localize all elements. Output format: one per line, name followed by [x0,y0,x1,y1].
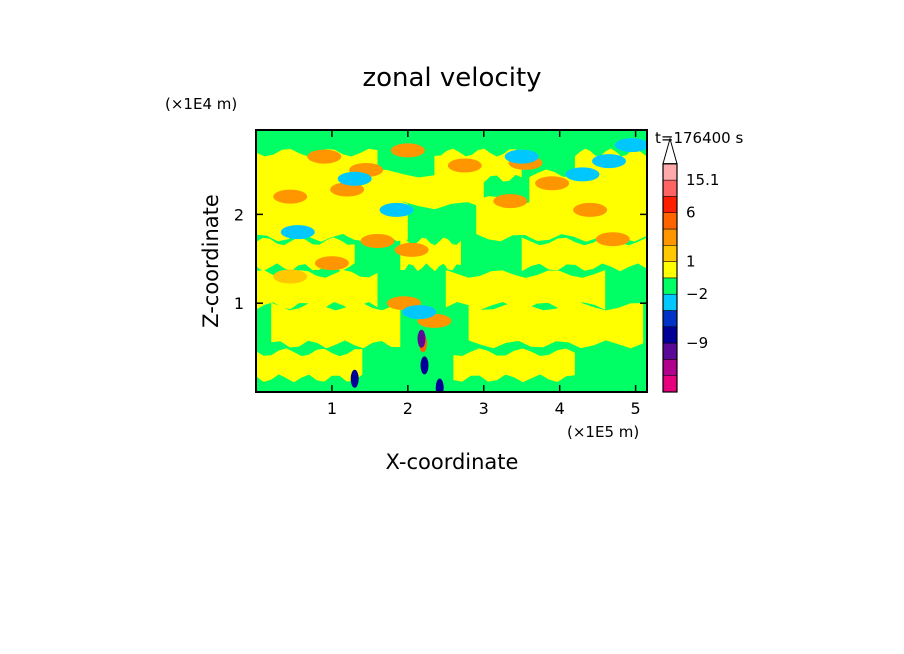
colorbar-label: 6 [686,204,696,222]
contour-feature [565,167,600,182]
contour-feature [573,202,608,217]
contour-feature [360,234,395,248]
x-axis-ticks: 1 2 3 4 5 [327,130,641,418]
chart-title: zonal velocity [362,63,541,93]
colorbar-level [662,163,678,181]
colorbar-level [662,245,678,262]
contour-feature [420,356,429,375]
time-annotation: t=176400 s [655,129,743,147]
contour-band [256,348,363,383]
contour-feature [592,154,626,169]
colorbar-label: 1 [686,253,696,271]
y-unit-label: (×1E4 m) [165,95,237,113]
contour-feature [314,256,349,271]
colorbar-level [662,342,678,360]
x-tick-label: 2 [403,399,413,418]
colorbar-level [662,196,678,213]
colorbar-level [662,179,678,197]
colorbar-level [662,310,678,328]
contour-feature [493,194,528,209]
contour-feature [379,202,414,217]
y-tick-label: 2 [234,205,244,224]
contour-band [256,169,484,210]
contour-feature [394,242,429,257]
contour-feature [504,149,539,164]
contour-feature [435,378,444,392]
contour-feature [273,189,308,204]
colorbar-label: 15.1 [686,171,719,189]
colorbar-level [662,228,678,246]
x-tick-label: 1 [327,399,337,418]
colorbar-label: −2 [686,285,708,303]
contour-feature [337,171,372,186]
x-axis-label: X-coordinate [386,450,519,474]
y-axis-label: Z-coordinate [199,194,223,328]
colorbar-frame [662,163,678,393]
y-tick-label: 1 [234,294,244,313]
colorbar-level [662,375,678,393]
contour-feature [390,143,425,158]
contour-feature [402,305,437,320]
x-unit-label: (×1E5 m) [567,423,639,441]
contour-feature-layer [273,138,647,392]
contour-feature [417,329,426,348]
colorbar-level [662,261,678,279]
contour-band [468,302,644,349]
plot-area [256,130,647,392]
plot-frame [255,129,648,393]
colorbar-level [662,212,678,230]
y-axis-ticks: 12 [234,205,647,313]
colorbar-level [662,293,678,311]
colorbar: 15.1 6 1 −2 −9 [662,136,719,393]
contour-feature [307,149,342,164]
contour-feature [447,158,482,173]
contour-band [271,302,401,349]
x-tick-label: 4 [555,399,565,418]
colorbar-level [662,326,678,344]
colorbar-level [662,277,678,295]
contour-feature [595,232,630,247]
contour-band [445,270,606,310]
contour-feature [350,369,359,388]
contour-feature [330,182,365,197]
contour-feature [614,138,647,153]
colorbar-label: −9 [686,334,708,352]
colorbar-level [662,359,678,376]
x-tick-label: 3 [479,399,489,418]
contour-feature [273,269,308,284]
contour-feature [535,176,570,191]
contour-band [453,348,575,383]
contour-feature [280,225,315,240]
x-tick-label: 5 [631,399,641,418]
